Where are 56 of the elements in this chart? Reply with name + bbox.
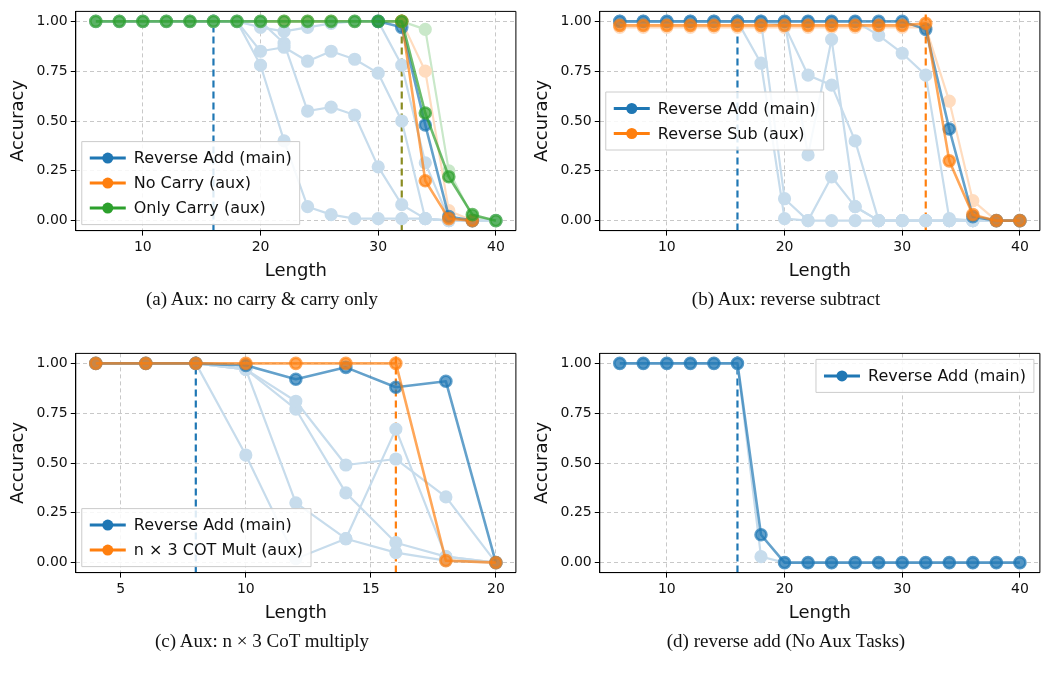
- y-tick-label: 1.00: [36, 354, 68, 370]
- x-axis-title: Length: [788, 258, 851, 280]
- x-tick-label: 20: [486, 579, 505, 596]
- legend-label: Reverse Add (main): [867, 366, 1026, 386]
- x-tick-label: 10: [657, 237, 676, 254]
- legend-label: Only Carry (aux): [133, 198, 266, 218]
- x-tick-label: 15: [361, 579, 380, 596]
- y-axis-title: Accuracy: [530, 421, 552, 505]
- y-tick-label: 0.75: [560, 61, 592, 78]
- y-tick-label: 1.00: [560, 12, 592, 28]
- x-axis-title: Length: [264, 258, 327, 280]
- y-tick-label: 1.00: [560, 354, 592, 370]
- x-tick-label: 10: [236, 579, 255, 596]
- y-axis-title: Accuracy: [6, 421, 28, 505]
- x-tick-label: 40: [486, 237, 505, 254]
- x-tick-label: 5: [116, 579, 126, 596]
- x-tick-label: 30: [369, 237, 388, 254]
- x-axis-title: Length: [264, 600, 327, 622]
- x-tick-label: 10: [133, 237, 152, 254]
- y-tick-label: 0.50: [36, 111, 68, 128]
- y-tick-label: 0.00: [560, 553, 592, 570]
- legend-label: No Carry (aux): [133, 173, 251, 193]
- x-axis-title: Length: [788, 600, 851, 622]
- text: (c) Aux: n × 3 CoT multiply: [153, 630, 371, 652]
- legend-label: n × 3 COT Mult (aux): [133, 540, 304, 560]
- y-tick-label: 0.00: [560, 211, 592, 228]
- x-tick-label: 40: [1010, 579, 1029, 596]
- y-tick-label: 0.00: [36, 553, 68, 570]
- x-tick-label: 30: [893, 237, 912, 254]
- x-tick-label: 40: [1010, 237, 1029, 254]
- y-tick-label: 0.75: [36, 61, 68, 78]
- x-tick-label: 20: [251, 237, 270, 254]
- y-tick-label: 0.25: [36, 503, 68, 520]
- x-tick-label: 20: [775, 237, 794, 254]
- legend-label: Reverse Add (main): [133, 148, 292, 168]
- y-axis-title: Accuracy: [530, 79, 552, 163]
- legend-label: Reverse Sub (aux): [657, 123, 805, 143]
- legend-label: Reverse Add (main): [133, 515, 292, 535]
- y-tick-label: 0.75: [560, 403, 592, 420]
- legend-label: Reverse Add (main): [657, 98, 816, 118]
- text: (d) reverse add (No Aux Tasks): [665, 630, 907, 652]
- y-tick-label: 0.50: [36, 453, 68, 470]
- y-tick-label: 0.25: [560, 161, 592, 178]
- y-tick-label: 0.00: [36, 211, 68, 228]
- text: (a) Aux: no carry & carry only: [144, 288, 380, 310]
- x-tick-label: 20: [775, 579, 794, 596]
- y-tick-label: 0.75: [36, 403, 68, 420]
- y-tick-label: 0.25: [36, 161, 68, 178]
- text: (b) Aux: reverse subtract: [690, 288, 882, 310]
- y-tick-label: 0.50: [560, 453, 592, 470]
- x-tick-label: 10: [657, 579, 676, 596]
- y-tick-label: 0.50: [560, 111, 592, 128]
- x-tick-label: 30: [893, 579, 912, 596]
- y-tick-label: 0.25: [560, 503, 592, 520]
- y-axis-title: Accuracy: [6, 79, 28, 163]
- y-tick-label: 1.00: [36, 12, 68, 28]
